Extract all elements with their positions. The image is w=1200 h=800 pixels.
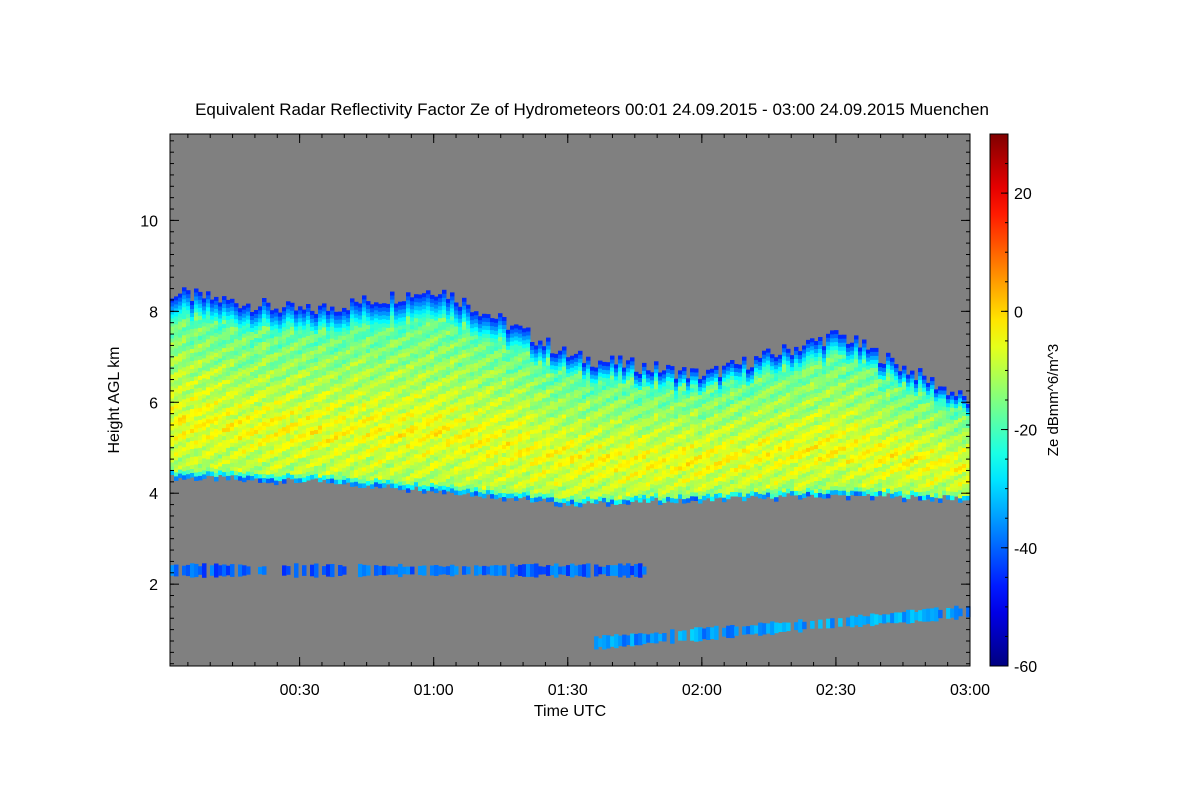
y-axis-title: Height AGL km xyxy=(106,346,123,453)
chart-title: Equivalent Radar Reflectivity Factor Ze … xyxy=(195,100,989,119)
feature-main-cloud-layer xyxy=(170,287,971,508)
axes: 00:30 01:00 01:30 02:00 02:30 03:00 2 4 6 8 10 xyxy=(140,133,990,699)
colorbar-tick-label: 20 xyxy=(1014,186,1032,203)
reflectivity-field xyxy=(170,287,971,650)
y-tick-label: 10 xyxy=(140,213,158,230)
colorbar-tick-label: -60 xyxy=(1014,659,1037,676)
plot-frame xyxy=(169,133,971,667)
y-tick-label: 8 xyxy=(149,304,158,321)
colorbar: -60 -40 -20 0 20 xyxy=(989,133,1037,676)
x-tick-label: 03:00 xyxy=(950,682,990,699)
y-tick-label: 2 xyxy=(149,577,158,594)
y-tick-label: 6 xyxy=(149,395,158,412)
y-tick-label: 4 xyxy=(149,486,158,503)
x-tick-label: 01:30 xyxy=(548,682,588,699)
x-axis-title: Time UTC xyxy=(534,703,606,720)
x-tick-label: 01:00 xyxy=(414,682,454,699)
feature-low-layer-rising xyxy=(594,605,971,650)
colorbar-title: Ze dBmm^6/m^3 xyxy=(1045,344,1062,456)
colorbar-tick-label: -40 xyxy=(1014,541,1037,558)
x-tick-label: 00:30 xyxy=(280,682,320,699)
x-tick-label: 02:00 xyxy=(682,682,722,699)
x-tick-label: 02:30 xyxy=(816,682,856,699)
colorbar-tick-label: -20 xyxy=(1014,423,1037,440)
colorbar-tick-label: 0 xyxy=(1014,304,1023,321)
feature-low-layer-23-km xyxy=(170,563,647,578)
